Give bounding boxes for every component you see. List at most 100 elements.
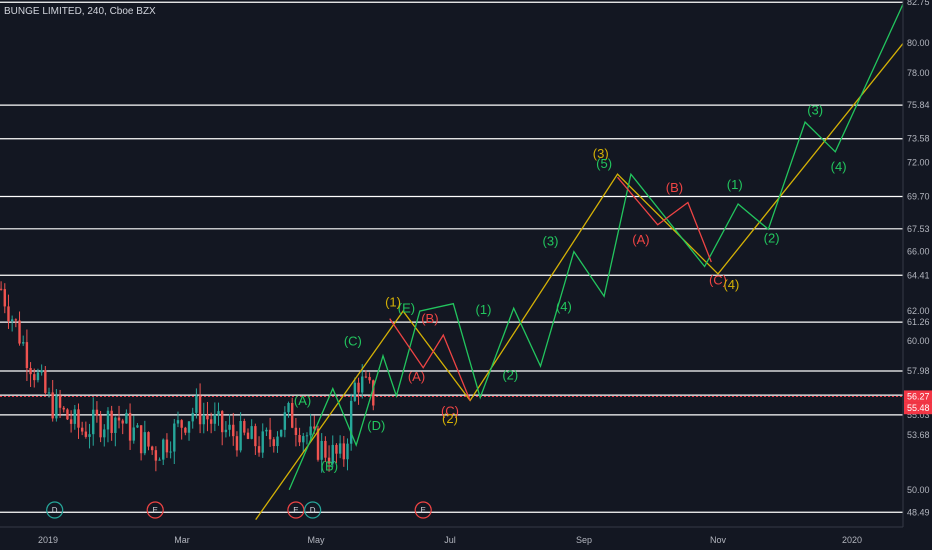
time-axis-bg bbox=[0, 527, 932, 550]
candle-body bbox=[33, 374, 36, 381]
price-tick-17: 50.00 bbox=[907, 485, 930, 495]
candle-body bbox=[103, 429, 106, 438]
candle-body bbox=[364, 376, 368, 378]
candle-body bbox=[291, 402, 294, 428]
wave-label-18: (1) bbox=[727, 177, 743, 192]
red-wave-2 bbox=[617, 176, 712, 263]
price-tick-8: 66.00 bbox=[907, 247, 930, 257]
candle-body bbox=[58, 395, 62, 408]
candle-body bbox=[29, 368, 32, 375]
candle-body bbox=[180, 420, 183, 428]
wave-label-1: (B) bbox=[321, 458, 338, 473]
candle-body bbox=[217, 411, 220, 415]
candle-body bbox=[361, 376, 364, 393]
candle-body bbox=[213, 414, 217, 424]
candle-body bbox=[320, 440, 323, 460]
green-wave bbox=[288, 0, 906, 491]
candle-body bbox=[162, 439, 165, 460]
wave-label-13: (4) bbox=[556, 299, 572, 314]
red-wave bbox=[389, 318, 471, 401]
wave-label-2: (C) bbox=[344, 333, 362, 348]
candle-body bbox=[316, 428, 320, 460]
candle-body bbox=[206, 414, 209, 420]
candle-body bbox=[132, 427, 135, 441]
candle-body bbox=[184, 427, 187, 433]
candle-body bbox=[92, 409, 95, 435]
wave-label-17: (B) bbox=[666, 180, 683, 195]
price-tag-bg-0 bbox=[904, 390, 932, 403]
wave-label-0: (A) bbox=[294, 393, 311, 408]
candle-body bbox=[342, 443, 346, 460]
price-tag-1: 55.48 bbox=[907, 403, 930, 413]
candle-body bbox=[47, 392, 51, 394]
candle-body bbox=[294, 427, 298, 435]
price-tick-10: 62.00 bbox=[907, 306, 930, 316]
candle-body bbox=[99, 415, 102, 438]
candle-body bbox=[165, 439, 169, 453]
candle-body bbox=[51, 392, 54, 419]
candle-body bbox=[73, 409, 76, 424]
wave-label-21: (2) bbox=[764, 231, 780, 246]
candle-body bbox=[279, 429, 283, 437]
wave-label-10: (1) bbox=[476, 302, 492, 317]
candle-body bbox=[128, 412, 132, 441]
candle-body bbox=[22, 342, 25, 344]
candle-body bbox=[117, 417, 121, 421]
candle-body bbox=[368, 377, 371, 381]
candle-body bbox=[202, 414, 205, 425]
event-marker-label-0: D bbox=[52, 506, 58, 515]
wave-label-11: (2) bbox=[502, 368, 518, 383]
candle-body bbox=[121, 420, 124, 424]
candle-body bbox=[154, 450, 158, 461]
price-tag-0: 56.27 bbox=[907, 391, 930, 401]
candle-body bbox=[143, 432, 147, 454]
chart-title: BUNGE LIMITED, 240, Cboe BZX bbox=[4, 6, 156, 17]
price-tick-9: 64.41 bbox=[907, 270, 930, 280]
candle-body bbox=[3, 289, 6, 307]
candle-body bbox=[272, 439, 275, 447]
candle-body bbox=[136, 425, 139, 428]
price-tick-0: 82.75 bbox=[907, 0, 930, 7]
event-marker-4 bbox=[414, 501, 432, 519]
price-tick-2: 78.00 bbox=[907, 68, 930, 78]
event-marker-0 bbox=[46, 501, 64, 519]
candle-body bbox=[0, 288, 3, 290]
time-tick-4: Sep bbox=[576, 535, 592, 545]
candle-body bbox=[305, 435, 309, 437]
price-tag-bg-1 bbox=[904, 402, 932, 415]
event-marker-label-2: E bbox=[293, 506, 298, 515]
candle-body bbox=[287, 402, 290, 413]
wave-label-4: (E) bbox=[398, 301, 415, 316]
time-tick-5: Nov bbox=[710, 535, 727, 545]
price-tick-15: 55.03 bbox=[907, 410, 930, 420]
wave-label-20: (4) bbox=[723, 277, 739, 292]
candle-body bbox=[331, 444, 334, 464]
event-marker-2 bbox=[287, 501, 305, 519]
price-tick-1: 80.00 bbox=[907, 38, 930, 48]
price-tick-13: 57.98 bbox=[907, 366, 930, 376]
price-tick-7: 67.53 bbox=[907, 224, 930, 234]
candle-body bbox=[169, 451, 172, 453]
price-tick-16: 53.68 bbox=[907, 430, 930, 440]
candle-body bbox=[18, 320, 21, 344]
candle-body bbox=[7, 306, 10, 322]
candle-body bbox=[327, 457, 331, 464]
candle-body bbox=[187, 421, 191, 433]
candle-body bbox=[254, 426, 257, 447]
candle-body bbox=[10, 319, 14, 322]
candle-body bbox=[125, 412, 128, 424]
candle-body bbox=[246, 432, 250, 439]
candle-body bbox=[298, 434, 301, 443]
candle-body bbox=[88, 434, 91, 437]
candle-body bbox=[357, 382, 360, 393]
candle-body bbox=[14, 319, 18, 321]
candle-body bbox=[309, 426, 312, 436]
price-tick-5: 72.00 bbox=[907, 157, 930, 167]
event-marker-1 bbox=[146, 501, 164, 519]
wave-label-8: (C) bbox=[441, 403, 459, 418]
candle-body bbox=[114, 417, 117, 433]
price-tick-3: 75.84 bbox=[907, 100, 930, 110]
candle-body bbox=[268, 429, 272, 440]
